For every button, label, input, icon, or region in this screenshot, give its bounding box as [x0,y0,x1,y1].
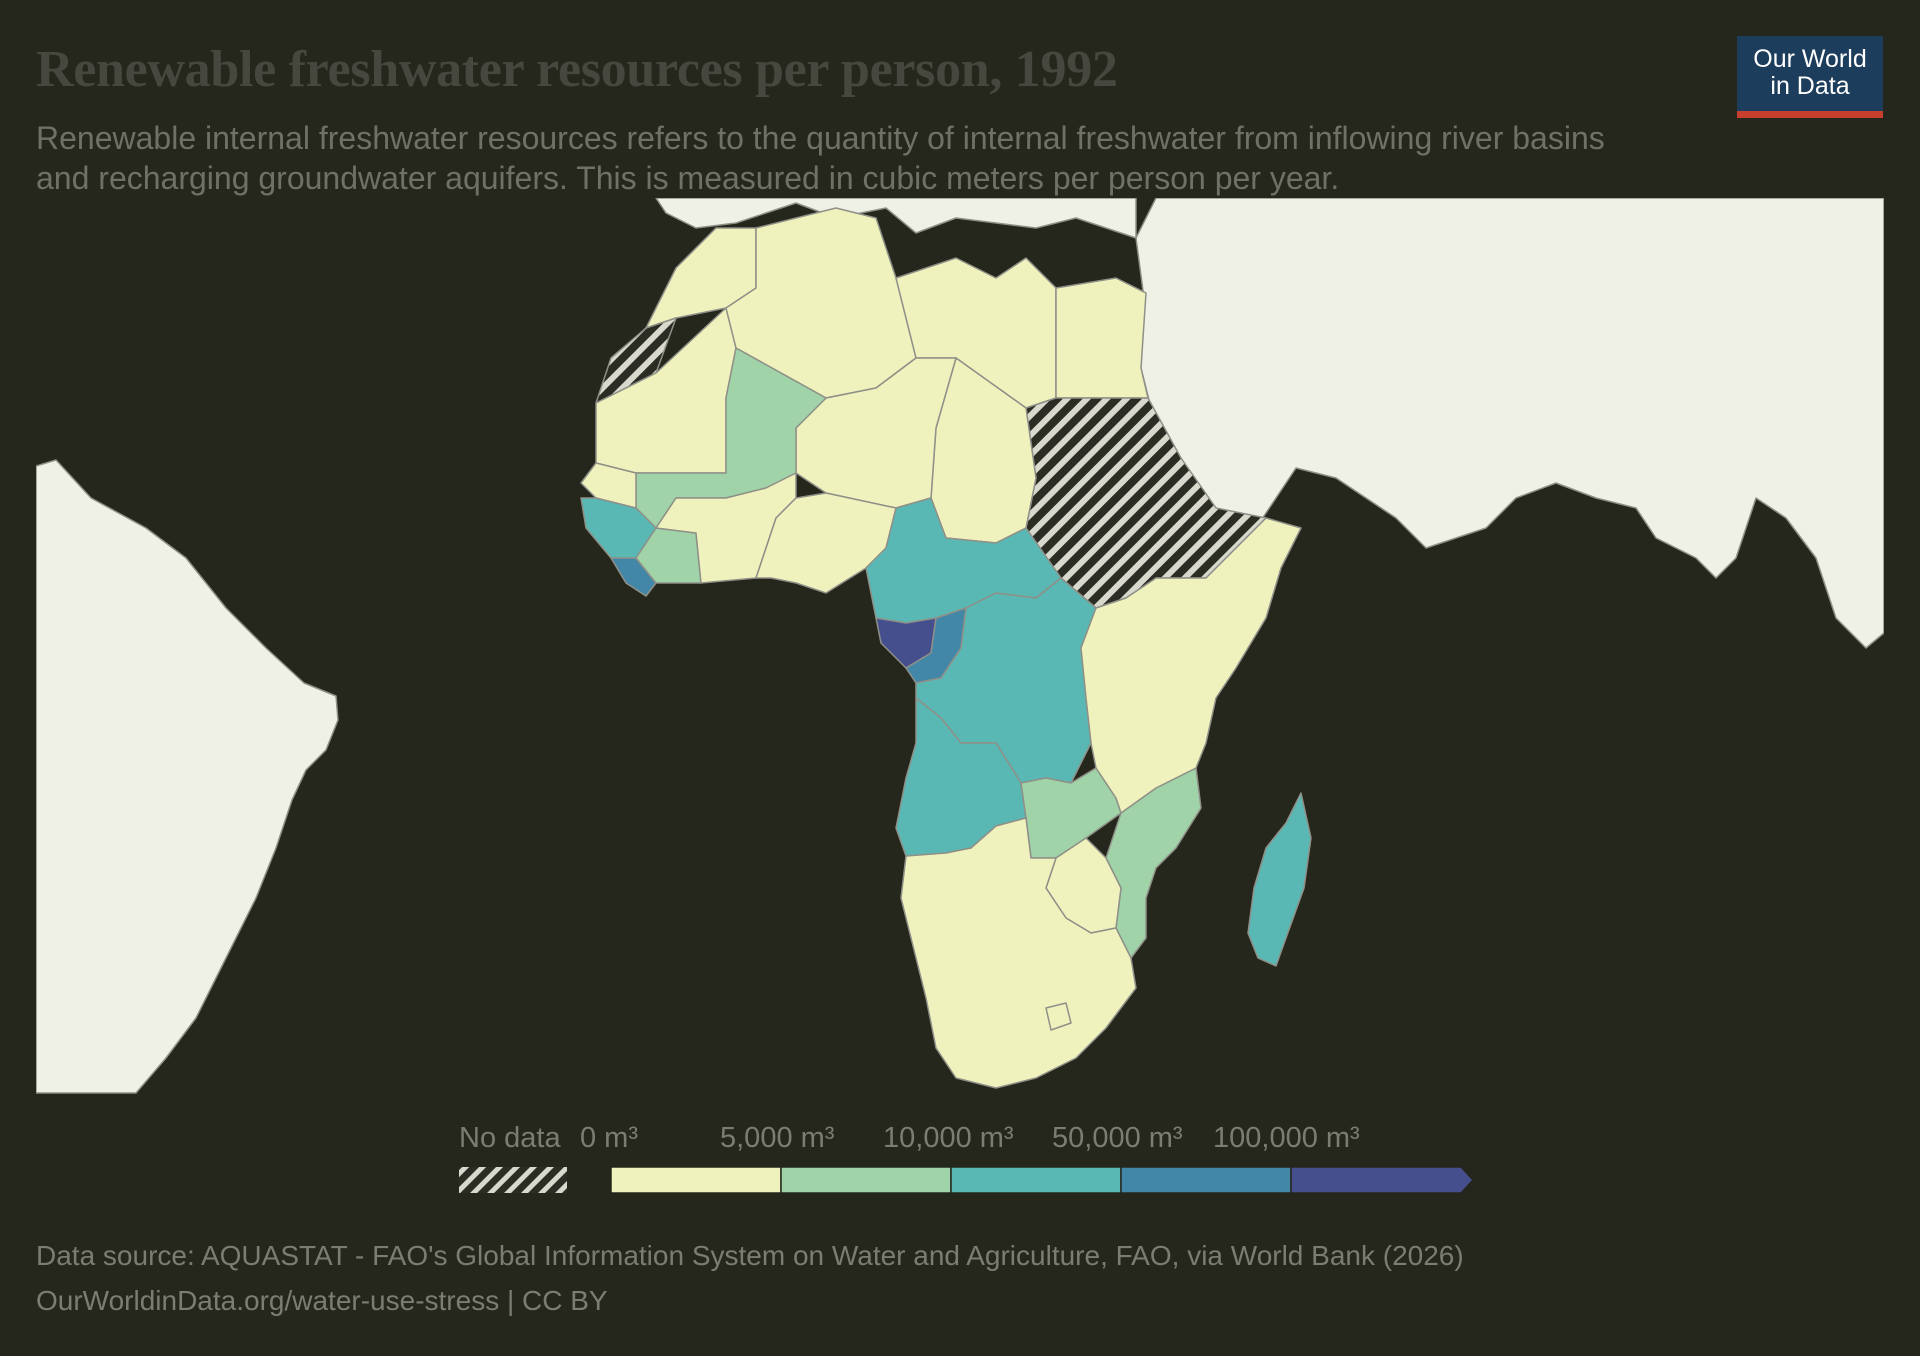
lesotho [1045,1002,1072,1031]
legend-bin-label-2: 10,000 m³ [883,1122,1014,1154]
chart-title: Renewable freshwater resources per perso… [36,41,1118,98]
europe-landmass [655,198,1137,239]
legend-bin-swatch-2[interactable] [950,1166,1122,1194]
owid-logo[interactable]: Our World in Data [1737,36,1883,118]
world-map[interactable] [36,198,1884,1098]
legend-bin-swatch-3[interactable] [1120,1166,1292,1194]
legend-bin-label-1: 5,000 m³ [720,1122,835,1154]
legend-no-data-swatch[interactable] [459,1167,567,1193]
chart-subtitle: Renewable internal freshwater resources … [36,120,1605,196]
legend-bin-label-3: 50,000 m³ [1052,1122,1183,1154]
legend-bin-swatch-1[interactable] [780,1166,952,1194]
east-africa [1080,517,1302,814]
legend-bin-label-4: 100,000 m³ [1213,1122,1360,1154]
egypt [1055,277,1149,399]
logo-line-2: in Data [1770,72,1850,100]
liberia [610,557,657,597]
madagascar [1247,792,1312,967]
legend-bin-label-0: 0 m³ [580,1122,638,1154]
legend-bin-swatch-4[interactable] [1290,1166,1475,1194]
source-url[interactable]: OurWorldinData.org/water-use-stress | CC… [36,1285,608,1316]
legend-bin-swatch-0[interactable] [610,1166,782,1194]
south-america-landmass [36,459,339,1094]
data-source: Data source: AQUASTAT - FAO's Global Inf… [36,1240,1464,1271]
legend-no-data-label: No data [459,1122,561,1154]
logo-line-1: Our World [1753,45,1867,73]
namibia-botswana-south-africa [900,817,1137,1089]
